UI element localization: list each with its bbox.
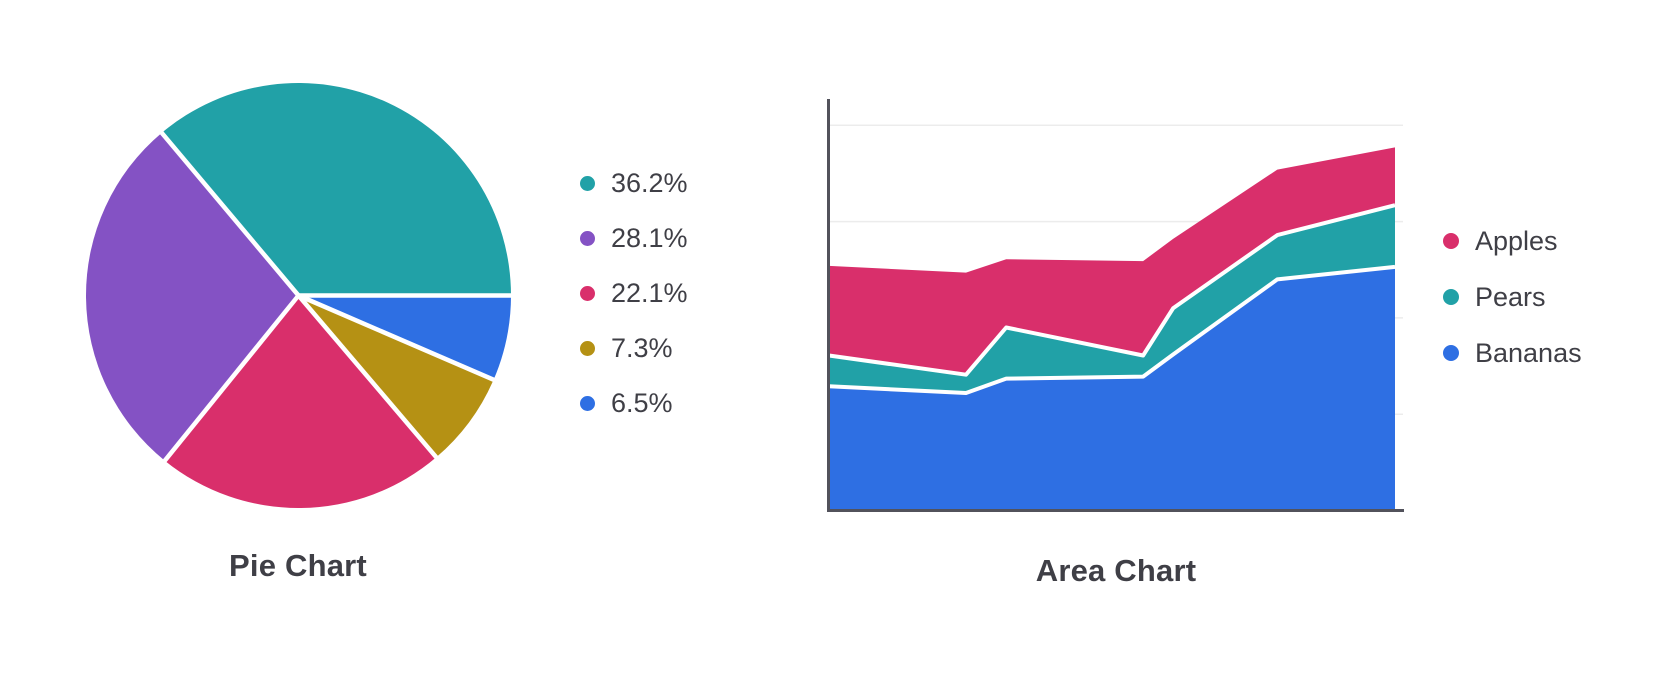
pie-legend-item[interactable]: 22.1% (580, 278, 688, 308)
stack-boundary-line (828, 203, 1396, 377)
pie-slice-separator (296, 294, 439, 460)
legend-swatch-icon (1443, 345, 1459, 361)
pie-slice-7.3%[interactable] (298, 295, 494, 458)
pie-chart-title: Pie Chart (229, 548, 367, 583)
legend-swatch-icon (580, 175, 595, 191)
legend-swatch-icon (580, 340, 595, 356)
legend-label: 7.3% (611, 332, 673, 363)
pie-legend-item[interactable]: 36.2% (580, 168, 688, 198)
legend-swatch-icon (1443, 233, 1459, 249)
legend-label: 36.2% (611, 167, 688, 198)
legend-swatch-icon (1443, 289, 1459, 305)
area-legend: Apples Pears Bananas (1443, 225, 1582, 393)
pie-slice-separator (159, 130, 301, 297)
area-series-apples[interactable] (829, 147, 1395, 375)
pie-legend-item[interactable]: 6.5% (580, 388, 688, 418)
pie-chart-svg (85, 83, 513, 509)
legend-swatch-icon (580, 285, 595, 301)
pie-slice-36.2%[interactable] (161, 83, 511, 296)
area-chart-title: Area Chart (1035, 553, 1197, 588)
pie-legend-item[interactable]: 28.1% (580, 223, 688, 253)
area-legend-item[interactable]: Apples (1443, 225, 1582, 257)
legend-label: 22.1% (611, 277, 688, 308)
pie-slice-28.1%[interactable] (85, 132, 299, 461)
legend-label: Pears (1475, 281, 1546, 312)
area-legend-item[interactable]: Bananas (1443, 337, 1582, 369)
pie-slice-22.1%[interactable] (164, 295, 437, 509)
pie-slice-separator (297, 293, 496, 383)
legend-label: 6.5% (611, 387, 673, 418)
pie-slice-separator (162, 294, 301, 464)
pie-legend: 36.2% 28.1% 22.1% 7.3% 6.5% (580, 168, 688, 443)
legend-label: Bananas (1475, 337, 1582, 368)
area-series-bananas[interactable] (829, 266, 1395, 511)
pie-legend-item[interactable]: 7.3% (580, 333, 688, 363)
legend-label: Apples (1475, 225, 1558, 256)
area-legend-item[interactable]: Pears (1443, 281, 1582, 313)
stack-boundary-line (828, 264, 1396, 395)
area-chart-svg (827, 99, 1404, 512)
legend-swatch-icon (580, 230, 595, 246)
legend-label: 28.1% (611, 222, 688, 253)
legend-swatch-icon (580, 395, 595, 411)
